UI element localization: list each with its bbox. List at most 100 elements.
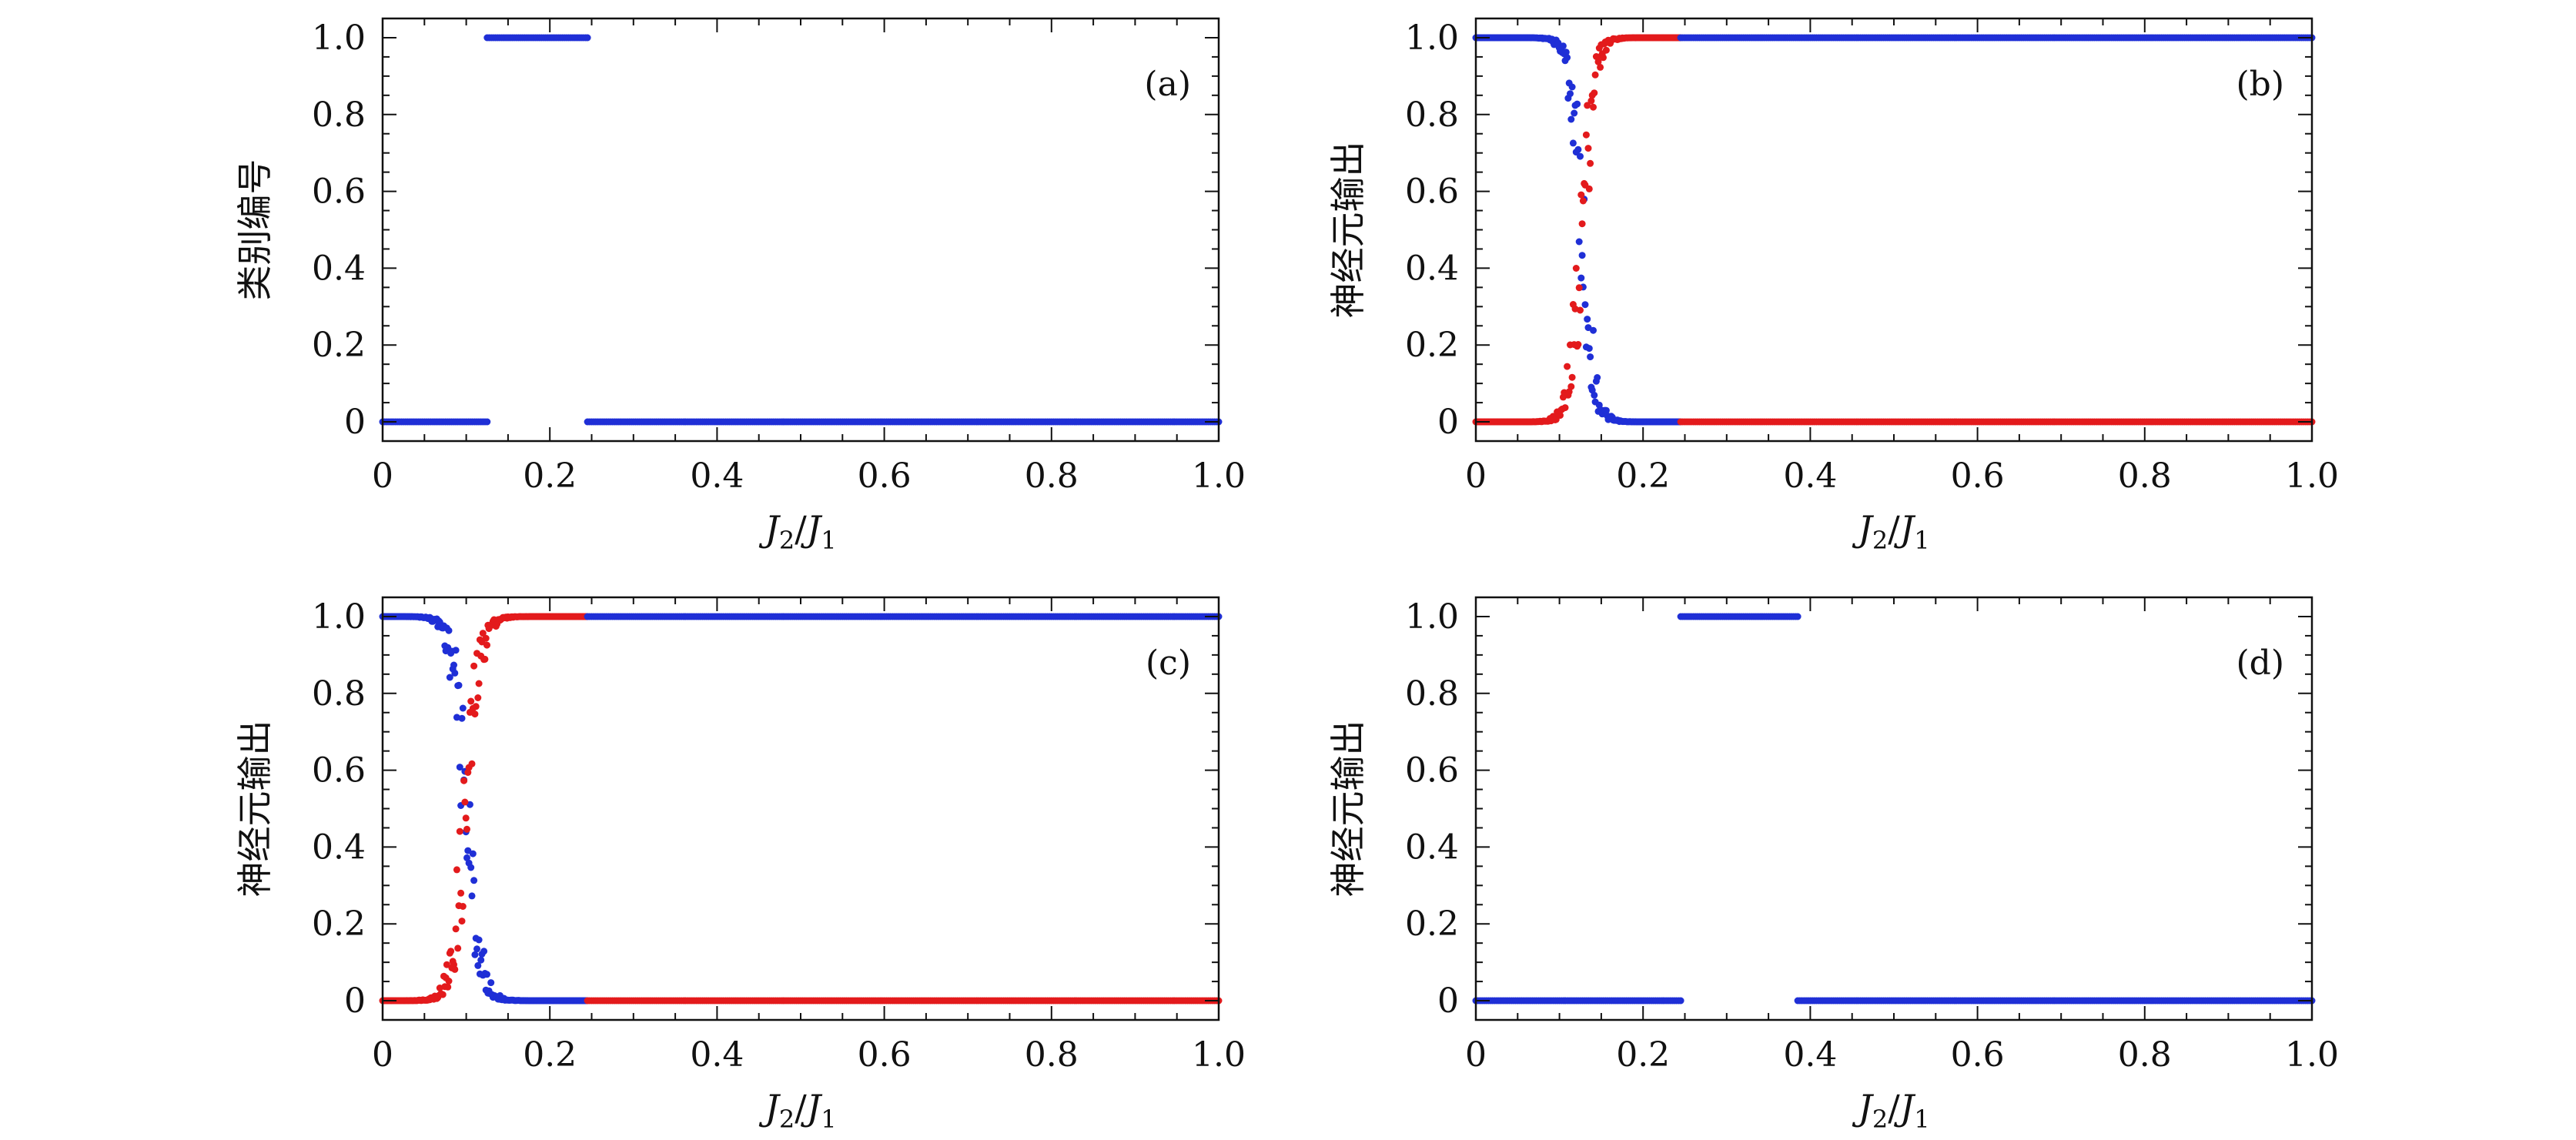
point-blue [459,704,467,712]
data-points [1472,34,2316,426]
x-tick-label: 0.2 [1616,1035,1670,1075]
x-tick-label: 1.0 [1192,456,1246,496]
x-tick-label: 0.6 [858,1035,912,1075]
y-axis-label: 神经元输出 [234,720,276,898]
point-blue [1585,345,1593,353]
point-blue [473,945,480,953]
point-red [1564,363,1571,370]
axes-frame [1474,596,2313,1021]
point-red [1557,412,1564,420]
x-axis-label: J2/J1 [758,1087,836,1134]
ticks [382,597,1219,1020]
point-red [454,944,462,952]
x-axis-label: J2/J1 [758,508,836,555]
x-tick-label: 0.4 [690,1035,744,1075]
point-blue [480,948,488,955]
x-tick-label: 0.4 [690,456,744,496]
point-red [443,961,450,968]
point-red [1572,265,1580,272]
point-red [1600,54,1607,62]
data-points [379,34,1223,426]
point-red [439,991,447,998]
point-blue [467,864,475,871]
point-blue [1568,83,1576,91]
point-blue [452,647,460,654]
data-points [379,613,1223,1005]
y-tick-label: 0 [1437,981,1459,1021]
point-blue [445,627,453,634]
x-tick-label: 0.4 [1783,1035,1837,1075]
y-tick-label: 1.0 [1405,18,1459,58]
ticks [382,18,1219,441]
panel-d: 0 0.2 0.4 0.6 0.8 1.0 0 0.2 0.4 0.6 0.8 1.0 J2/J1 神经元… [1327,596,2339,1134]
y-tick-label: 1.0 [312,597,366,637]
point-blue [1577,152,1584,160]
point-red [1587,159,1594,167]
point-red [479,630,487,637]
y-tick-label: 0.2 [1405,326,1459,365]
x-tick-label: 0 [1465,456,1487,496]
x-tick-label: 0.6 [1951,456,2005,496]
point-red [461,798,469,806]
point-blue [1587,353,1594,361]
x-tick-label: 0.6 [1951,1035,2005,1075]
point-blue [458,714,466,722]
point-red [481,655,489,663]
point-red [459,903,467,910]
point-blue [487,979,495,987]
point-red [474,694,482,701]
x-tick-label: 0.8 [2118,1035,2172,1075]
point-red [1594,58,1602,65]
y-tick-label: 0.2 [312,904,366,944]
point-blue [1794,613,1802,620]
y-tick-label: 0.4 [312,827,366,867]
panel-tag: (d) [2236,644,2285,683]
point-blue [471,951,479,958]
x-tick-label: 0.8 [1025,456,1079,496]
y-tick-label: 1.0 [312,18,366,58]
panel-tag: (b) [2236,65,2285,104]
point-blue [1590,326,1597,334]
y-tick-label: 0.8 [1405,95,1459,135]
point-blue [456,764,463,771]
point-blue [1571,109,1578,117]
point-red [1574,341,1582,348]
x-tick-label: 1.0 [2285,456,2339,496]
y-tick-label: 0.4 [1405,249,1459,288]
point-red [475,680,483,687]
point-red [470,662,478,670]
point-red [1597,63,1604,71]
x-tick-label: 0.2 [523,1035,577,1075]
x-axis-label: J2/J1 [1852,508,1929,555]
y-axis-label: 神经元输出 [1327,720,1369,898]
point-red [463,825,470,833]
point-red [462,814,470,822]
point-blue [1567,115,1575,123]
point-blue [450,661,457,669]
point-red [467,697,475,705]
point-blue [1594,374,1601,381]
x-tick-label: 1.0 [1192,1035,1246,1075]
y-tick-label: 0.6 [1405,172,1459,212]
point-red [471,710,479,718]
point-red [444,983,452,991]
y-tick-label: 0.6 [312,172,366,212]
panel-a: 0 0.2 0.4 0.6 0.8 1.0 0 0.2 0.4 0.6 0.8 1.0 J2/J1 类别编… [234,17,1246,555]
point-red [468,760,476,767]
point-red [1579,197,1587,205]
x-tick-label: 0.2 [1616,456,1670,496]
point-blue [477,956,485,964]
point-red [1568,373,1576,381]
panel-c: 0 0.2 0.4 0.6 0.8 1.0 0 0.2 0.4 0.6 0.8 1.0 J2/J1 神经元… [234,596,1246,1134]
point-blue [455,681,463,689]
point-blue [584,34,591,42]
point-blue [1574,100,1581,108]
point-red [456,827,463,835]
y-tick-label: 0.6 [1405,751,1459,791]
point-blue [463,854,470,861]
y-tick-label: 0.8 [1405,674,1459,714]
axes-frame [381,596,1220,1021]
ticks [1475,18,2313,441]
point-red [1577,191,1585,199]
